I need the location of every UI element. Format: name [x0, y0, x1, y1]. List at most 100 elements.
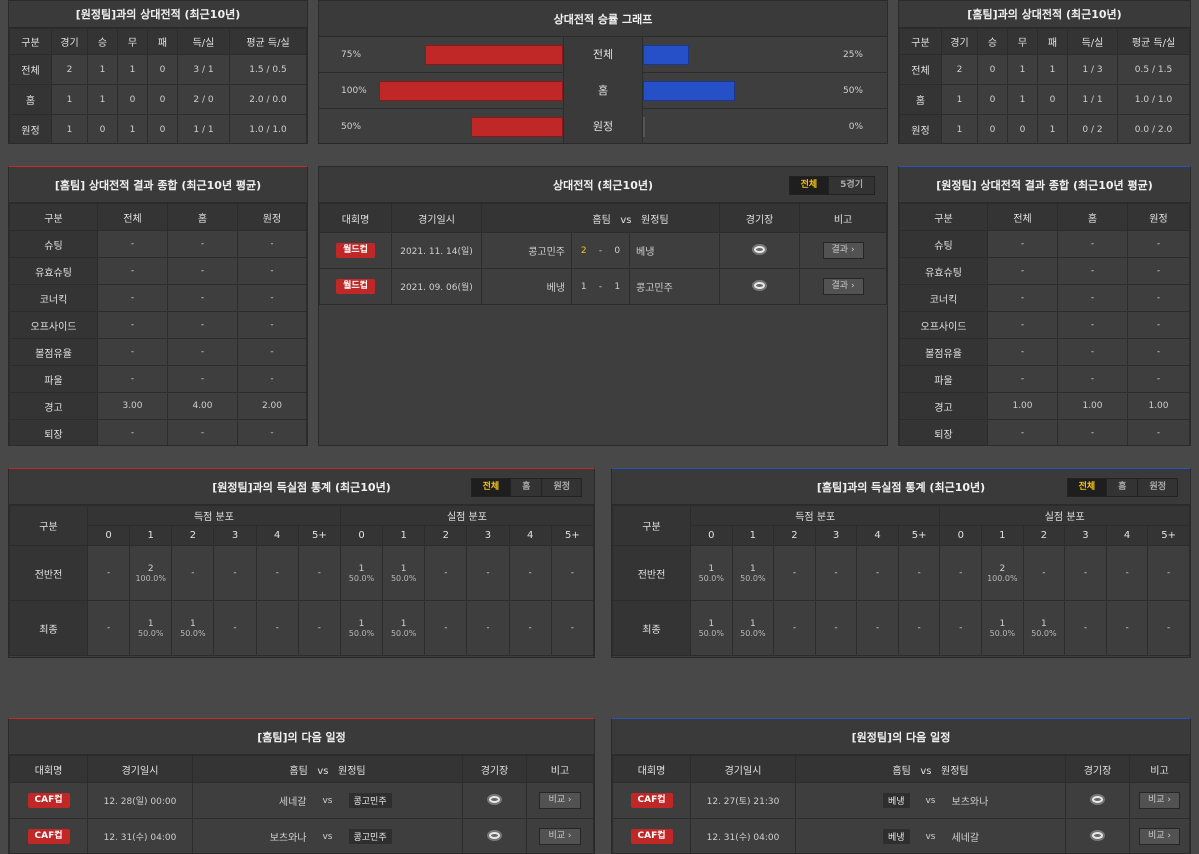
goal-count-header: 0: [690, 525, 733, 546]
table-row: 코너킥 - - -: [9, 284, 307, 312]
panel-title: [홈팀] 상대전적 결과 종합 (최근10년 평균): [9, 167, 307, 203]
tab-all[interactable]: 전체: [1067, 479, 1107, 496]
goal-count-header: 1: [382, 525, 426, 546]
col-header: 경기일시: [87, 755, 193, 783]
goal-count-header: 2: [424, 525, 468, 546]
home-team[interactable]: 세네갈: [278, 797, 307, 808]
col-header: 경기장: [1065, 755, 1130, 783]
conceded-cell: 1 50.0%: [339, 600, 384, 656]
result-button[interactable]: 결과 ›: [822, 278, 864, 295]
table-row: 원정 1 0 0 1 0 / 2 0.0 / 2.0: [899, 114, 1190, 143]
away-winrate-bar: [643, 81, 735, 101]
away-team[interactable]: 콩고민주: [348, 829, 392, 844]
col-header: 구분: [9, 28, 52, 55]
col-header: 승: [87, 28, 118, 55]
conceded-cell: 1 50.0%: [1022, 600, 1066, 656]
conceded-header: 실점 분포: [339, 505, 594, 526]
table-row: 슈팅 - - -: [9, 230, 307, 258]
tab-away[interactable]: 원정: [1137, 479, 1177, 496]
tab-all[interactable]: 전체: [789, 177, 829, 194]
col-header: 구분: [612, 505, 691, 546]
scored-cell: -: [213, 545, 257, 601]
chevron-right-icon: ›: [567, 831, 572, 841]
away-team[interactable]: 콩고민주: [628, 268, 721, 305]
chevron-right-icon: ›: [1167, 831, 1172, 841]
goals-away-table: 구분 득점 분포 실점 분포 0 1 2 3 4 5+ 0 1 2 3 4 5+ 전반전 -2 100.0% - - -…: [9, 505, 594, 656]
away-team[interactable]: 베냉: [628, 232, 721, 269]
tab-last5[interactable]: 5경기: [828, 177, 874, 194]
conceded-cell: 2 100.0%: [981, 545, 1024, 601]
home-winrate-label: 50%: [341, 122, 362, 132]
col-header: 구분: [9, 505, 88, 546]
tab-home[interactable]: 홈: [1106, 479, 1138, 496]
col-header: 패: [147, 28, 178, 55]
scored-cell: -: [897, 545, 941, 601]
table-row: 최종 1 50.0% 1 50.0% - - - - -1 50.0% 1 50.0% - - -: [612, 600, 1190, 656]
h2h-away-panel: [원정팀]과의 상대전적 (최근10년) 구분 경기 승 무 패 득/실 평균 …: [8, 0, 308, 144]
winrate-graph-panel: 상대전적 승률 그래프 75% 전체 25% 100% 홈 50% 50% 원정 0%: [318, 0, 888, 144]
home-team[interactable]: 콩고민주: [481, 232, 572, 269]
graph-row: 75% 전체 25%: [319, 37, 887, 73]
conceded-cell: -: [466, 600, 510, 656]
goals-home-panel: [홈팀]과의 득실점 통계 (최근10년) 전체 홈 원정 구분 득점 분포 실점 …: [611, 468, 1191, 658]
next-home-table: 대회명 경기일시 홈팀 vs 원정팀 경기장 비고 CAF컵 12. 28(일) 00:00…: [9, 755, 594, 853]
table-row: 슈팅 - - -: [899, 230, 1190, 258]
league-badge[interactable]: CAF컵: [630, 829, 673, 844]
conceded-cell: -: [939, 600, 983, 656]
col-header: 무: [1007, 28, 1038, 55]
panel-title: [홈팀]과의 상대전적 (최근10년): [899, 1, 1190, 28]
league-badge[interactable]: CAF컵: [27, 829, 70, 844]
result-button[interactable]: 결과 ›: [822, 242, 864, 259]
away-winrate-bar: [643, 117, 645, 137]
stadium-icon[interactable]: [487, 793, 502, 805]
stadium-icon[interactable]: [752, 279, 768, 291]
away-team[interactable]: 보츠와나: [951, 797, 989, 808]
graph-category: 원정: [563, 109, 643, 143]
home-team[interactable]: 베냉: [882, 829, 910, 844]
stadium-icon[interactable]: [1090, 793, 1105, 805]
col-header: 평균 득/실: [229, 28, 307, 55]
scored-cell: -: [255, 600, 299, 656]
conceded-cell: -: [508, 545, 552, 601]
league-badge[interactable]: CAF컵: [27, 793, 70, 808]
away-team[interactable]: 콩고민주: [348, 793, 392, 808]
away-score: 1: [605, 268, 630, 305]
stadium-icon[interactable]: [487, 829, 502, 841]
col-header: 구분: [9, 203, 98, 231]
chevron-right-icon: ›: [850, 281, 855, 291]
h2h-home-panel: [홈팀]과의 상대전적 (최근10년) 구분 경기 승 무 패 득/실 평균 득…: [898, 0, 1191, 144]
panel-title-text: [홈팀]과의 득실점 통계 (최근10년): [816, 480, 986, 494]
compare-button[interactable]: 비교 ›: [539, 828, 581, 845]
away-team[interactable]: 세네갈: [951, 833, 980, 844]
stadium-icon[interactable]: [752, 243, 768, 255]
col-header: 패: [1037, 28, 1068, 55]
match-date: 12. 27(토) 21:30: [690, 782, 796, 819]
col-header: 경기일시: [391, 203, 482, 233]
tab-all[interactable]: 전체: [471, 479, 511, 496]
goal-count-header: 5+: [897, 525, 941, 546]
compare-button[interactable]: 비교 ›: [1138, 792, 1181, 809]
league-badge[interactable]: CAF컵: [630, 793, 673, 808]
stadium-icon[interactable]: [1090, 829, 1105, 841]
conceded-cell: -: [508, 600, 552, 656]
table-row: 퇴장 - - -: [9, 419, 307, 445]
home-team[interactable]: 베냉: [882, 793, 910, 808]
compare-button[interactable]: 비교 ›: [1138, 828, 1181, 845]
compare-button[interactable]: 비교 ›: [539, 792, 581, 809]
tab-away[interactable]: 원정: [541, 479, 581, 496]
home-team[interactable]: 베냉: [481, 268, 572, 305]
goal-count-header: 2: [773, 525, 816, 546]
tab-home[interactable]: 홈: [510, 479, 542, 496]
home-team[interactable]: 보츠와나: [269, 833, 307, 844]
conceded-cell: -: [1105, 545, 1149, 601]
col-header: 홈팀 vs 원정팀: [192, 755, 463, 783]
match-row: 월드컵 2021. 09. 06(월) 베냉 1 - 1 콩고민주 결과 ›: [319, 268, 887, 305]
col-header: 전체: [97, 203, 168, 231]
table-row: 볼점유율 - - -: [899, 338, 1190, 366]
league-badge[interactable]: 월드컵: [336, 279, 375, 294]
h2h-list-tabs: 전체 5경기: [788, 176, 875, 195]
goal-count-header: 4: [856, 525, 899, 546]
league-badge[interactable]: 월드컵: [336, 243, 375, 258]
table-row: 원정 1 0 1 0 1 / 1 1.0 / 1.0: [9, 114, 307, 143]
